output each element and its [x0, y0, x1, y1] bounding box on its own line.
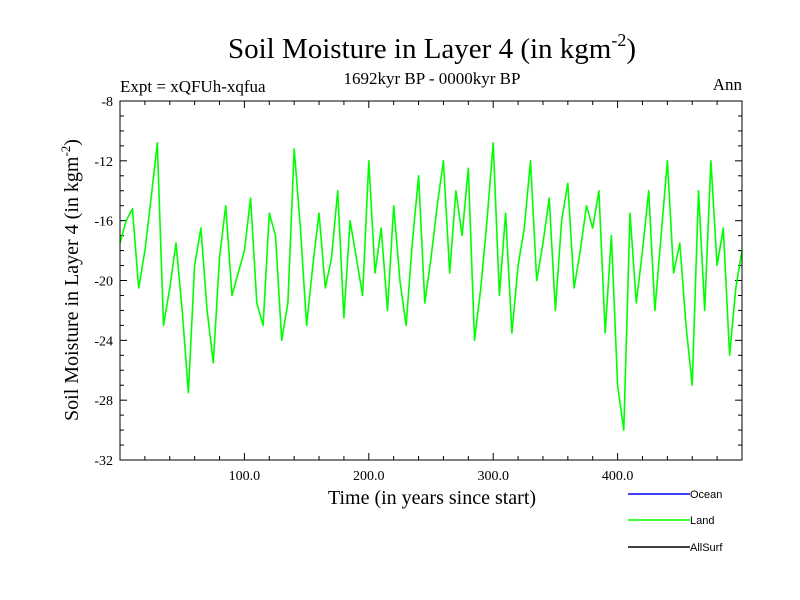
series-line-land [119, 142, 743, 431]
x-tick-label: 400.0 [602, 469, 634, 484]
y-tick-label: -16 [94, 215, 113, 230]
series-layer [119, 142, 743, 431]
period-label: Ann [713, 75, 743, 94]
legend: Ocean Land AllSurf [628, 489, 723, 554]
y-tick-label: -12 [94, 155, 113, 170]
legend-label-ocean: Ocean [690, 489, 722, 501]
legend-label-land: Land [690, 515, 714, 527]
chart-subtitle: 1692kyr BP - 0000kyr BP [344, 69, 521, 88]
legend-label-allsurf: AllSurf [690, 542, 723, 554]
y-tick-label: -8 [101, 95, 113, 110]
y-tick-label: -20 [94, 275, 113, 290]
x-tick-label: 300.0 [477, 469, 509, 484]
y-tick-label: -24 [94, 334, 113, 349]
plot-frame [119, 100, 743, 461]
x-axis-label: Time (in years since start) [328, 487, 536, 509]
y-axis-label: Soil Moisture in Layer 4 (in kgm-2) [58, 139, 83, 421]
ticks-layer: -8 -12 -16 -20 -24 -28 -32 100.0 200.0 300.0 400.0 [94, 95, 742, 484]
y-tick-label: -28 [94, 394, 113, 409]
chart-title: Soil Moisture in Layer 4 (in kgm-2) [228, 30, 636, 65]
experiment-label: Expt = xQFUh-xqfua [120, 77, 266, 96]
y-tick-label: -32 [94, 454, 113, 469]
x-tick-label: 100.0 [229, 469, 261, 484]
x-tick-label: 200.0 [353, 469, 385, 484]
